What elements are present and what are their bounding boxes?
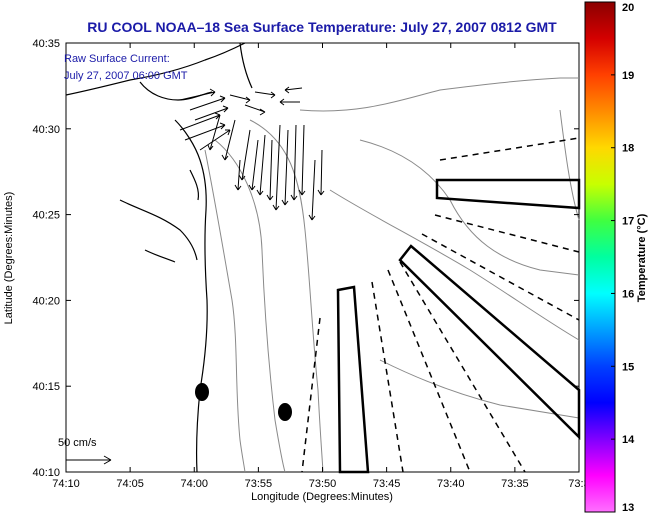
y-axis-label: Latitude (Degrees:Minutes) — [3, 192, 15, 325]
chart-title: RU COOL NOAA–18 Sea Surface Temperature:… — [87, 19, 557, 35]
x-axis-label: Longitude (Degrees:Minutes) — [251, 491, 393, 503]
colorbar-tick-label: 20 — [622, 2, 634, 14]
colorbar-tick-label: 18 — [622, 143, 634, 155]
colorbar-tick-label: 19 — [622, 70, 634, 82]
station-marker — [195, 383, 209, 401]
x-tick-label: 73:35 — [501, 478, 529, 490]
plot-frame — [65, 42, 580, 473]
colorbar-tick-label: 15 — [622, 361, 634, 373]
colorbar-label: Temperature (°C) — [636, 213, 648, 302]
colorbar-tick-label: 14 — [622, 434, 635, 446]
plot-area: Raw Surface Current: July 27, 2007 06:00… — [58, 42, 581, 474]
y-tick-label: 40:30 — [32, 124, 60, 136]
scale-bar: 50 cm/s — [58, 437, 112, 465]
y-tick-label: 40:25 — [32, 210, 60, 222]
y-tick-label: 40:20 — [32, 295, 60, 307]
y-axis: 40:35 40:30 40:25 40:20 40:15 40:10 — [32, 38, 579, 479]
current-note-line2: July 27, 2007 06:00 GMT — [64, 70, 188, 82]
x-tick-label: 74:00 — [180, 478, 208, 490]
x-tick-label: 73:3 — [568, 478, 589, 490]
x-axis: 74:10 74:05 74:00 73:55 73:50 73:45 73:40 73:35… — [52, 43, 590, 490]
x-tick-label: 73:55 — [245, 478, 273, 490]
scale-arrowhead — [103, 455, 112, 465]
colorbar-tick-label: 17 — [622, 216, 634, 228]
transect-boxes — [336, 178, 581, 474]
colorbar — [584, 1, 616, 513]
current-note-line1: Raw Surface Current: — [64, 53, 170, 65]
x-tick-label: 73:40 — [437, 478, 465, 490]
x-tick-label: 73:45 — [373, 478, 401, 490]
x-tick-label: 73:50 — [309, 478, 337, 490]
bathymetry-contours — [204, 77, 580, 473]
y-tick-label: 40:15 — [32, 381, 60, 393]
y-tick-label: 40:10 — [32, 467, 60, 479]
coastline — [65, 42, 253, 473]
x-tick-label: 74:05 — [116, 478, 144, 490]
colorbar-ticks: 20 19 18 17 16 15 14 13 — [611, 1, 635, 514]
colorbar-tick-label: 13 — [622, 502, 634, 514]
x-tick-label: 74:10 — [52, 478, 80, 490]
current-vectors — [179, 86, 325, 221]
station-marker — [278, 403, 292, 421]
dashed-transects — [301, 137, 580, 473]
y-tick-label: 40:35 — [32, 38, 60, 50]
scale-label: 50 cm/s — [58, 437, 97, 449]
colorbar-tick-label: 16 — [622, 288, 634, 300]
